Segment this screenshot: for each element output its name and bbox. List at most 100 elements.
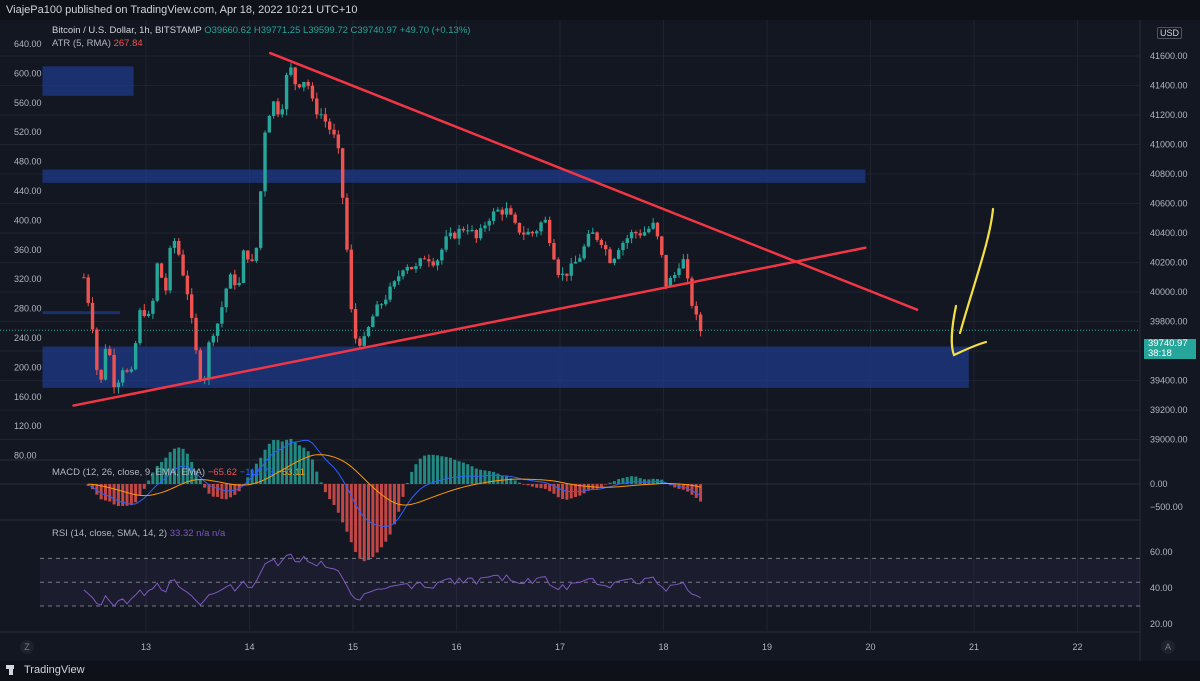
chart-canvas[interactable]: 41600.00 41400.00 41200.00 41000.00 40800.00… xyxy=(0,0,1200,661)
macd-histogram-bar xyxy=(160,461,164,484)
macd-histogram-bar xyxy=(509,478,513,484)
right-axis-tick: 41000.00 xyxy=(1150,140,1188,150)
macd-histogram-bar xyxy=(319,482,323,484)
atr-label[interactable]: ATR (5, RMA) xyxy=(52,38,111,49)
left-axis-tick: 120.00 xyxy=(14,421,42,431)
macd-signal-line xyxy=(88,454,701,506)
candle-body xyxy=(366,327,371,337)
candle-body xyxy=(547,219,552,244)
candle-body xyxy=(453,232,457,239)
candle-body xyxy=(440,249,444,261)
macd-histogram-bar xyxy=(379,484,383,548)
right-axis-tick: 40200.00 xyxy=(1150,258,1188,268)
rsi-axis-tick: 40.00 xyxy=(1150,583,1173,593)
candle-body xyxy=(138,310,142,344)
macd-histogram-bar xyxy=(263,449,267,484)
left-axis-tick: 600.00 xyxy=(14,68,42,78)
left-axis-tick: 160.00 xyxy=(14,392,42,402)
macd-histogram-bar xyxy=(203,484,207,488)
candle-body xyxy=(146,313,151,317)
time-axis-tick: 13 xyxy=(141,642,151,652)
yellow-arrow-annotation xyxy=(950,207,995,357)
macd-histogram-bar xyxy=(220,484,224,499)
trendlines[interactable] xyxy=(72,51,919,407)
candle-body xyxy=(418,258,422,267)
candle-body xyxy=(573,261,578,264)
macd-histogram-bar xyxy=(99,484,103,500)
rsi-label[interactable]: RSI (14, close, SMA, 14, 2) xyxy=(52,528,168,539)
left-axis-tick: 400.00 xyxy=(14,215,42,225)
candle-body xyxy=(556,259,560,275)
candle-body xyxy=(151,300,155,314)
macd-histogram-bar xyxy=(336,484,340,513)
candle-body xyxy=(608,249,612,264)
macd-histogram-bar xyxy=(151,472,155,484)
time-axis-tick: 21 xyxy=(969,642,979,652)
right-axis-tick: 41600.00 xyxy=(1150,51,1188,61)
macd-histogram-bar xyxy=(522,484,526,485)
candle-body xyxy=(578,258,582,262)
candle-body xyxy=(466,230,470,232)
candle-body xyxy=(328,121,332,130)
macd-histogram-bar xyxy=(423,455,427,484)
candle-body xyxy=(306,81,310,86)
auto-scale-button[interactable]: A xyxy=(1161,640,1175,654)
macd-histogram-bar xyxy=(134,484,138,503)
macd-histogram-bar xyxy=(86,484,90,486)
last-price-value: 39740.97 xyxy=(1148,338,1188,349)
macd-histogram-bar xyxy=(582,484,586,494)
candle-body xyxy=(237,282,241,286)
macd-histogram-bar xyxy=(479,469,483,484)
macd-histogram-bar xyxy=(625,477,629,484)
macd-histogram-bar xyxy=(362,484,366,562)
candlestick-series xyxy=(82,63,703,394)
macd-histogram-bar xyxy=(621,477,625,484)
candle-body xyxy=(379,304,384,306)
candle-body xyxy=(595,232,599,240)
rsi-na-values: n/a n/a xyxy=(196,528,226,539)
candle-body xyxy=(185,275,190,295)
candle-body xyxy=(121,370,125,383)
candle-body xyxy=(638,233,642,236)
macd-histogram-bar xyxy=(168,452,172,484)
candle-body xyxy=(517,222,522,233)
candle-body xyxy=(112,354,116,388)
candle-body xyxy=(629,232,634,239)
candle-body xyxy=(168,247,172,291)
candle-body xyxy=(522,232,526,235)
macd-histogram-bar xyxy=(358,484,362,559)
candle-body xyxy=(405,266,410,271)
candle-body xyxy=(90,302,95,330)
macd-histogram-bar xyxy=(418,458,422,484)
timezone-button[interactable]: Z xyxy=(20,640,34,654)
macd-histogram-bar xyxy=(172,448,176,484)
rsi-legend: RSI (14, close, SMA, 14, 2) 33.32 n/a n/… xyxy=(52,528,225,539)
macd-label[interactable]: MACD (12, 26, close, 9, EMA, EMA) xyxy=(52,467,206,478)
macd-histogram-bar xyxy=(543,484,547,489)
candle-body xyxy=(384,299,388,305)
macd-histogram-bar xyxy=(448,457,452,484)
candle-body xyxy=(470,230,474,232)
candle-body xyxy=(190,294,194,318)
macd-histogram-bar xyxy=(561,484,565,500)
candle-body xyxy=(483,225,487,229)
macd-histogram-bar xyxy=(371,484,375,558)
candle-body xyxy=(647,228,651,233)
macd-histogram-bar xyxy=(410,471,414,484)
candle-body xyxy=(457,228,461,239)
candle-body xyxy=(634,232,638,234)
candle-body xyxy=(504,208,509,215)
macd-histogram-bar xyxy=(535,484,539,488)
left-axis-tick: 80.00 xyxy=(14,451,37,461)
macd-histogram-bar xyxy=(116,484,120,507)
currency-label[interactable]: USD xyxy=(1157,27,1183,39)
tradingview-logo[interactable]: TradingView xyxy=(6,664,85,676)
candle-body xyxy=(323,114,328,122)
macd-histogram-bar xyxy=(505,476,509,484)
right-axis-tick: 39800.00 xyxy=(1150,317,1188,327)
candle-body xyxy=(345,197,349,250)
candle-body xyxy=(336,134,341,149)
symbol-title[interactable]: Bitcoin / U.S. Dollar, 1h, BITSTAMP xyxy=(52,25,202,36)
macd-histogram-bar xyxy=(643,479,647,484)
macd-histogram-bar xyxy=(194,470,198,484)
